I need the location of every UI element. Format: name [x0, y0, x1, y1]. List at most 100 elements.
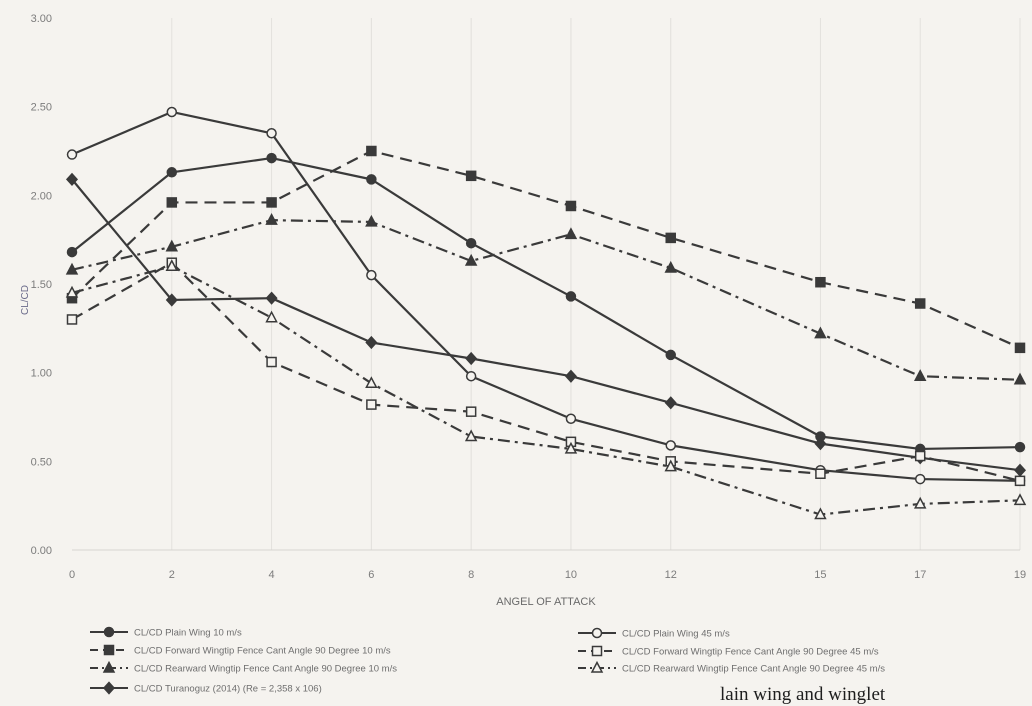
- data-point: [465, 406, 477, 417]
- data-point: [266, 128, 277, 139]
- data-point: [564, 441, 578, 454]
- series-line: [71, 178, 1021, 472]
- y-tick-label: 1.00: [31, 368, 52, 380]
- data-point: [815, 468, 826, 479]
- data-point: [265, 213, 278, 225]
- data-point: [664, 396, 677, 410]
- y-tick-label: 0.50: [31, 456, 52, 468]
- data-point: [165, 239, 179, 252]
- x-tick-label: 10: [565, 569, 577, 581]
- legend-label: CL/CD Turanoguz (2014) (Re = 2,358 x 106…: [134, 684, 322, 695]
- data-point: [913, 496, 927, 509]
- legend-label: CL/CD Rearward Wingtip Fence Cant Angle …: [134, 664, 397, 675]
- data-point: [464, 429, 478, 442]
- legend: CL/CD Plain Wing 10 m/s CL/CD Forward Win…: [90, 626, 885, 695]
- y-tick-label: 3.00: [31, 13, 52, 25]
- data-point: [266, 152, 277, 164]
- data-point: [665, 349, 676, 361]
- data-point: [814, 326, 827, 339]
- legend-item: CL/CD Rearward Wingtip Fence Cant Angle …: [578, 660, 885, 675]
- series-line: [71, 149, 1021, 349]
- x-axis-title: ANGEL OF ATTACK: [496, 596, 596, 608]
- data-point: [365, 376, 378, 389]
- series-line: [71, 219, 1021, 381]
- x-tick-label: 15: [814, 569, 826, 581]
- data-point: [165, 259, 179, 272]
- data-point: [465, 170, 477, 182]
- series: [65, 172, 1027, 477]
- data-point: [814, 507, 827, 520]
- series-line: [71, 261, 1021, 482]
- series: [66, 106, 1026, 487]
- x-axis: 0 2 4 6 8 10 12 15 17 19: [69, 569, 1026, 581]
- data-point: [465, 370, 477, 382]
- x-tick-label: 2: [169, 569, 175, 581]
- data-point: [1014, 475, 1026, 487]
- series-group: [65, 106, 1027, 520]
- data-point: [265, 291, 278, 305]
- data-point: [366, 269, 377, 281]
- data-point: [914, 298, 926, 309]
- legend-label: CL/CD Plain Wing 10 m/s: [134, 628, 242, 639]
- data-point: [665, 232, 676, 244]
- x-tick-label: 8: [468, 569, 474, 581]
- data-point: [65, 285, 79, 298]
- data-point: [166, 197, 178, 208]
- y-axis: 0.00 0.50 1.00 1.50 2.00 2.50 3.00: [31, 13, 52, 557]
- figure-caption-fragment: lain wing and winglet: [720, 684, 886, 705]
- data-point: [565, 291, 577, 302]
- data-point: [664, 260, 677, 273]
- data-point: [815, 276, 826, 288]
- data-point: [366, 399, 377, 410]
- data-point: [365, 214, 378, 227]
- data-point: [102, 660, 116, 673]
- data-point: [564, 369, 577, 383]
- data-point: [664, 459, 677, 472]
- data-point: [166, 167, 178, 178]
- data-point: [266, 356, 277, 368]
- data-point: [266, 197, 277, 208]
- data-point: [166, 106, 178, 118]
- data-point: [814, 436, 827, 451]
- legend-item: CL/CD Plain Wing 45 m/s: [578, 627, 730, 640]
- x-tick-label: 17: [914, 569, 926, 581]
- data-point: [365, 335, 378, 350]
- series-line: [71, 110, 1021, 482]
- legend-label: CL/CD Plain Wing 45 m/s: [622, 629, 730, 640]
- data-point: [366, 145, 377, 157]
- series: [66, 145, 1026, 354]
- y-tick-label: 2.00: [31, 190, 52, 202]
- series: [65, 259, 1027, 520]
- data-point: [464, 253, 478, 266]
- data-point: [591, 627, 603, 639]
- legend-item: CL/CD Rearward Wingtip Fence Cant Angle …: [90, 660, 397, 675]
- y-tick-label: 2.50: [31, 102, 52, 114]
- data-point: [1013, 463, 1027, 477]
- data-point: [590, 660, 604, 673]
- y-tick-label: 1.50: [31, 279, 52, 291]
- series-line: [71, 156, 1021, 451]
- data-point: [103, 644, 115, 656]
- data-point: [665, 440, 676, 451]
- data-point: [165, 293, 178, 307]
- data-point: [565, 413, 577, 425]
- legend-label: CL/CD Forward Wingtip Fence Cant Angle 9…: [622, 647, 879, 658]
- legend-item: CL/CD Forward Wingtip Fence Cant Angle 9…: [90, 644, 391, 657]
- x-tick-label: 0: [69, 569, 75, 581]
- data-point: [66, 246, 78, 258]
- data-point: [465, 351, 478, 366]
- x-tick-label: 12: [665, 569, 677, 581]
- data-point: [1013, 372, 1027, 385]
- data-point: [1014, 342, 1026, 354]
- data-point: [591, 645, 603, 657]
- data-point: [366, 174, 377, 185]
- data-point: [66, 314, 78, 325]
- data-point: [564, 227, 578, 240]
- series: [65, 213, 1027, 385]
- y-axis-title: CL/CD: [20, 285, 31, 315]
- data-point: [465, 237, 477, 249]
- data-point: [66, 149, 78, 160]
- legend-label: CL/CD Rearward Wingtip Fence Cant Angle …: [622, 664, 885, 675]
- x-tick-label: 6: [368, 569, 374, 581]
